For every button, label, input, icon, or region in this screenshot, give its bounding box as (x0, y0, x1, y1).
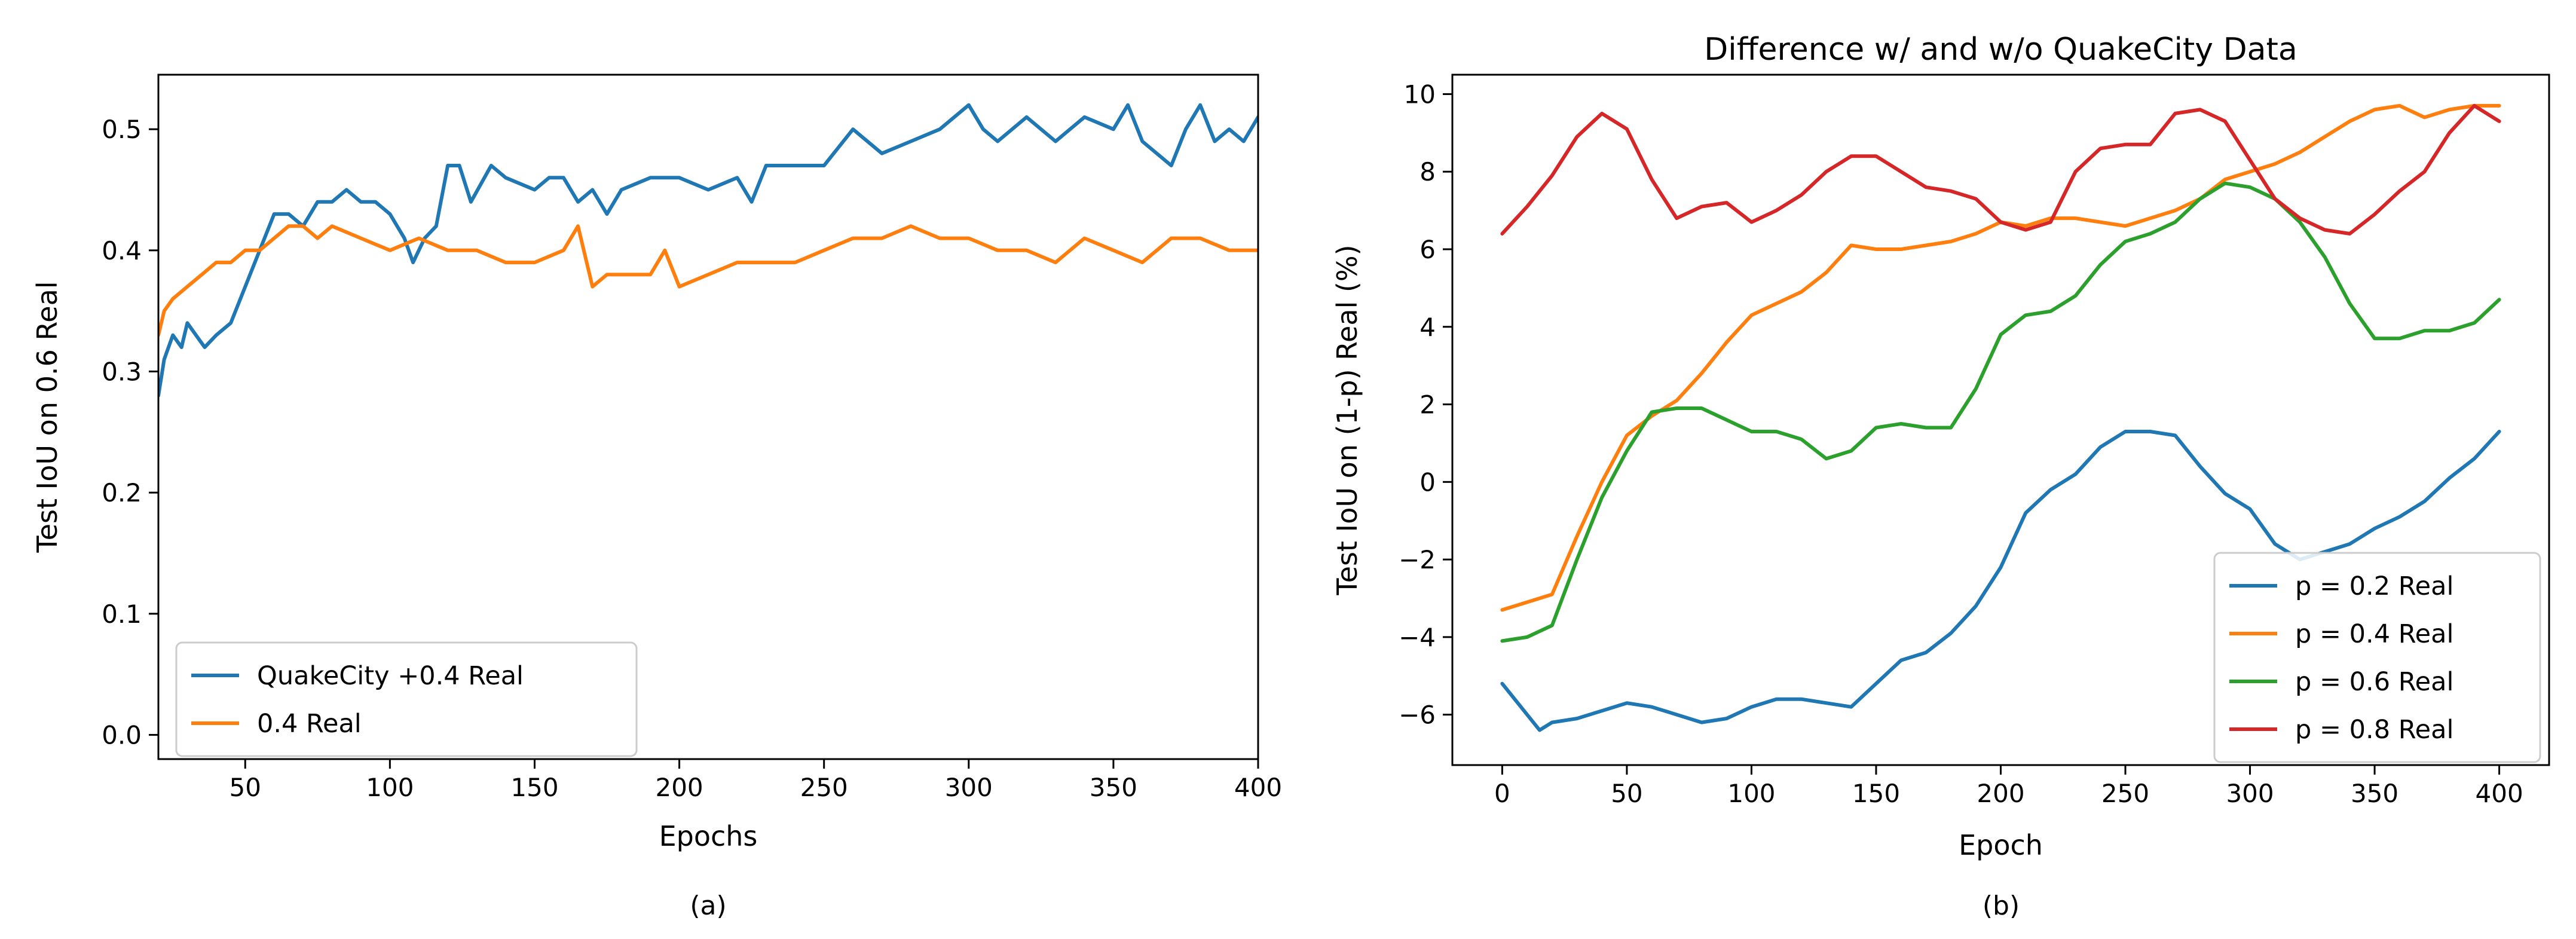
x-tick-label: 50 (1611, 779, 1642, 808)
series-line-quakecity-0-4-real (158, 103, 1258, 397)
chart-a-series (158, 103, 1258, 397)
x-tick-label: 300 (2226, 779, 2274, 808)
y-tick-label: 10 (1404, 79, 1436, 109)
x-tick-label: 400 (1234, 773, 1282, 802)
chart-b-frame (1451, 74, 2550, 766)
y-tick-label: 0.3 (102, 357, 142, 387)
x-tick-label: 200 (1977, 779, 2024, 808)
legend-label: p = 0.6 Real (2295, 667, 2453, 697)
x-tick-label: 300 (945, 773, 993, 802)
series-line-0-4-real (158, 224, 1258, 337)
chart-a-y-axis-label: Test IoU on 0.6 Real (31, 281, 63, 553)
y-tick-label: −2 (1399, 545, 1436, 574)
chart-a-frame (157, 74, 1259, 760)
y-tick-label: 2 (1419, 390, 1436, 420)
series-line-p-0-6-real (1500, 181, 2501, 643)
y-tick-label: 0.2 (102, 478, 142, 507)
x-tick-label: 250 (800, 773, 848, 802)
x-tick-label: 0 (1494, 779, 1510, 808)
series-line-p-0-2-real (1500, 430, 2501, 732)
chart-panel-b: 0 50 100 150 200 250 300 350 400 −6 −4 −2 0 2 4 6 8 10 p … (1331, 32, 2550, 921)
x-tick-label: 250 (2101, 779, 2149, 808)
y-tick-label: 0.5 (102, 115, 142, 144)
x-tick-label: 200 (655, 773, 703, 802)
y-tick-label: 0.4 (102, 236, 142, 265)
legend-label: p = 0.2 Real (2295, 571, 2453, 601)
y-tick-label: 0.1 (102, 600, 142, 629)
legend-label: p = 0.4 Real (2295, 619, 2453, 649)
x-tick-label: 150 (1852, 779, 1900, 808)
x-tick-label: 50 (230, 773, 261, 802)
chart-b-ticks: 0 50 100 150 200 250 300 350 400 −6 −4 −2 0 2 4 6 8 10 (1399, 79, 2523, 808)
x-tick-label: 150 (510, 773, 558, 802)
legend-box (2213, 552, 2541, 763)
x-tick-label: 350 (2351, 779, 2398, 808)
x-tick-label: 100 (1727, 779, 1775, 808)
chart-b-x-axis-label: Epoch (1959, 829, 2043, 861)
y-tick-label: −6 (1399, 701, 1436, 730)
chart-b-y-axis-label: Test IoU on (1-p) Real (%) (1331, 244, 1363, 595)
y-tick-label: 0.0 (102, 720, 142, 750)
y-tick-label: 0 (1419, 467, 1436, 497)
chart-a-x-axis-label: Epochs (659, 820, 758, 852)
legend-label: 0.4 Real (257, 709, 362, 739)
chart-a-caption: (a) (690, 891, 726, 921)
legend-label: QuakeCity +0.4 Real (257, 661, 524, 691)
chart-panel-a: 50 100 150 200 250 300 350 400 0.0 0.1 0.2 0.3 0.4 0.… (31, 74, 1282, 921)
x-tick-label: 400 (2476, 779, 2523, 808)
x-tick-label: 350 (1090, 773, 1137, 802)
legend-box (175, 641, 638, 757)
chart-a-legend: QuakeCity +0.4 Real 0.4 Real (175, 641, 638, 757)
chart-b-title: Difference w/ and w/o QuakeCity Data (1704, 32, 2297, 68)
chart-b-caption: (b) (1983, 891, 2020, 921)
y-tick-label: 8 (1419, 157, 1436, 186)
series-line-p-0-8-real (1500, 103, 2501, 235)
chart-b-series (1500, 103, 2501, 732)
y-tick-label: −4 (1399, 623, 1436, 652)
y-tick-label: 4 (1419, 313, 1436, 342)
legend-label: p = 0.8 Real (2295, 715, 2453, 745)
y-tick-label: 6 (1419, 235, 1436, 264)
x-tick-label: 100 (366, 773, 414, 802)
chart-b-legend: p = 0.2 Real p = 0.4 Real p = 0.6 Real p = … (2213, 552, 2541, 763)
chart-a-ticks: 50 100 150 200 250 300 350 400 0.0 0.1 0.2 0.3 0.4 0.… (102, 115, 1282, 802)
